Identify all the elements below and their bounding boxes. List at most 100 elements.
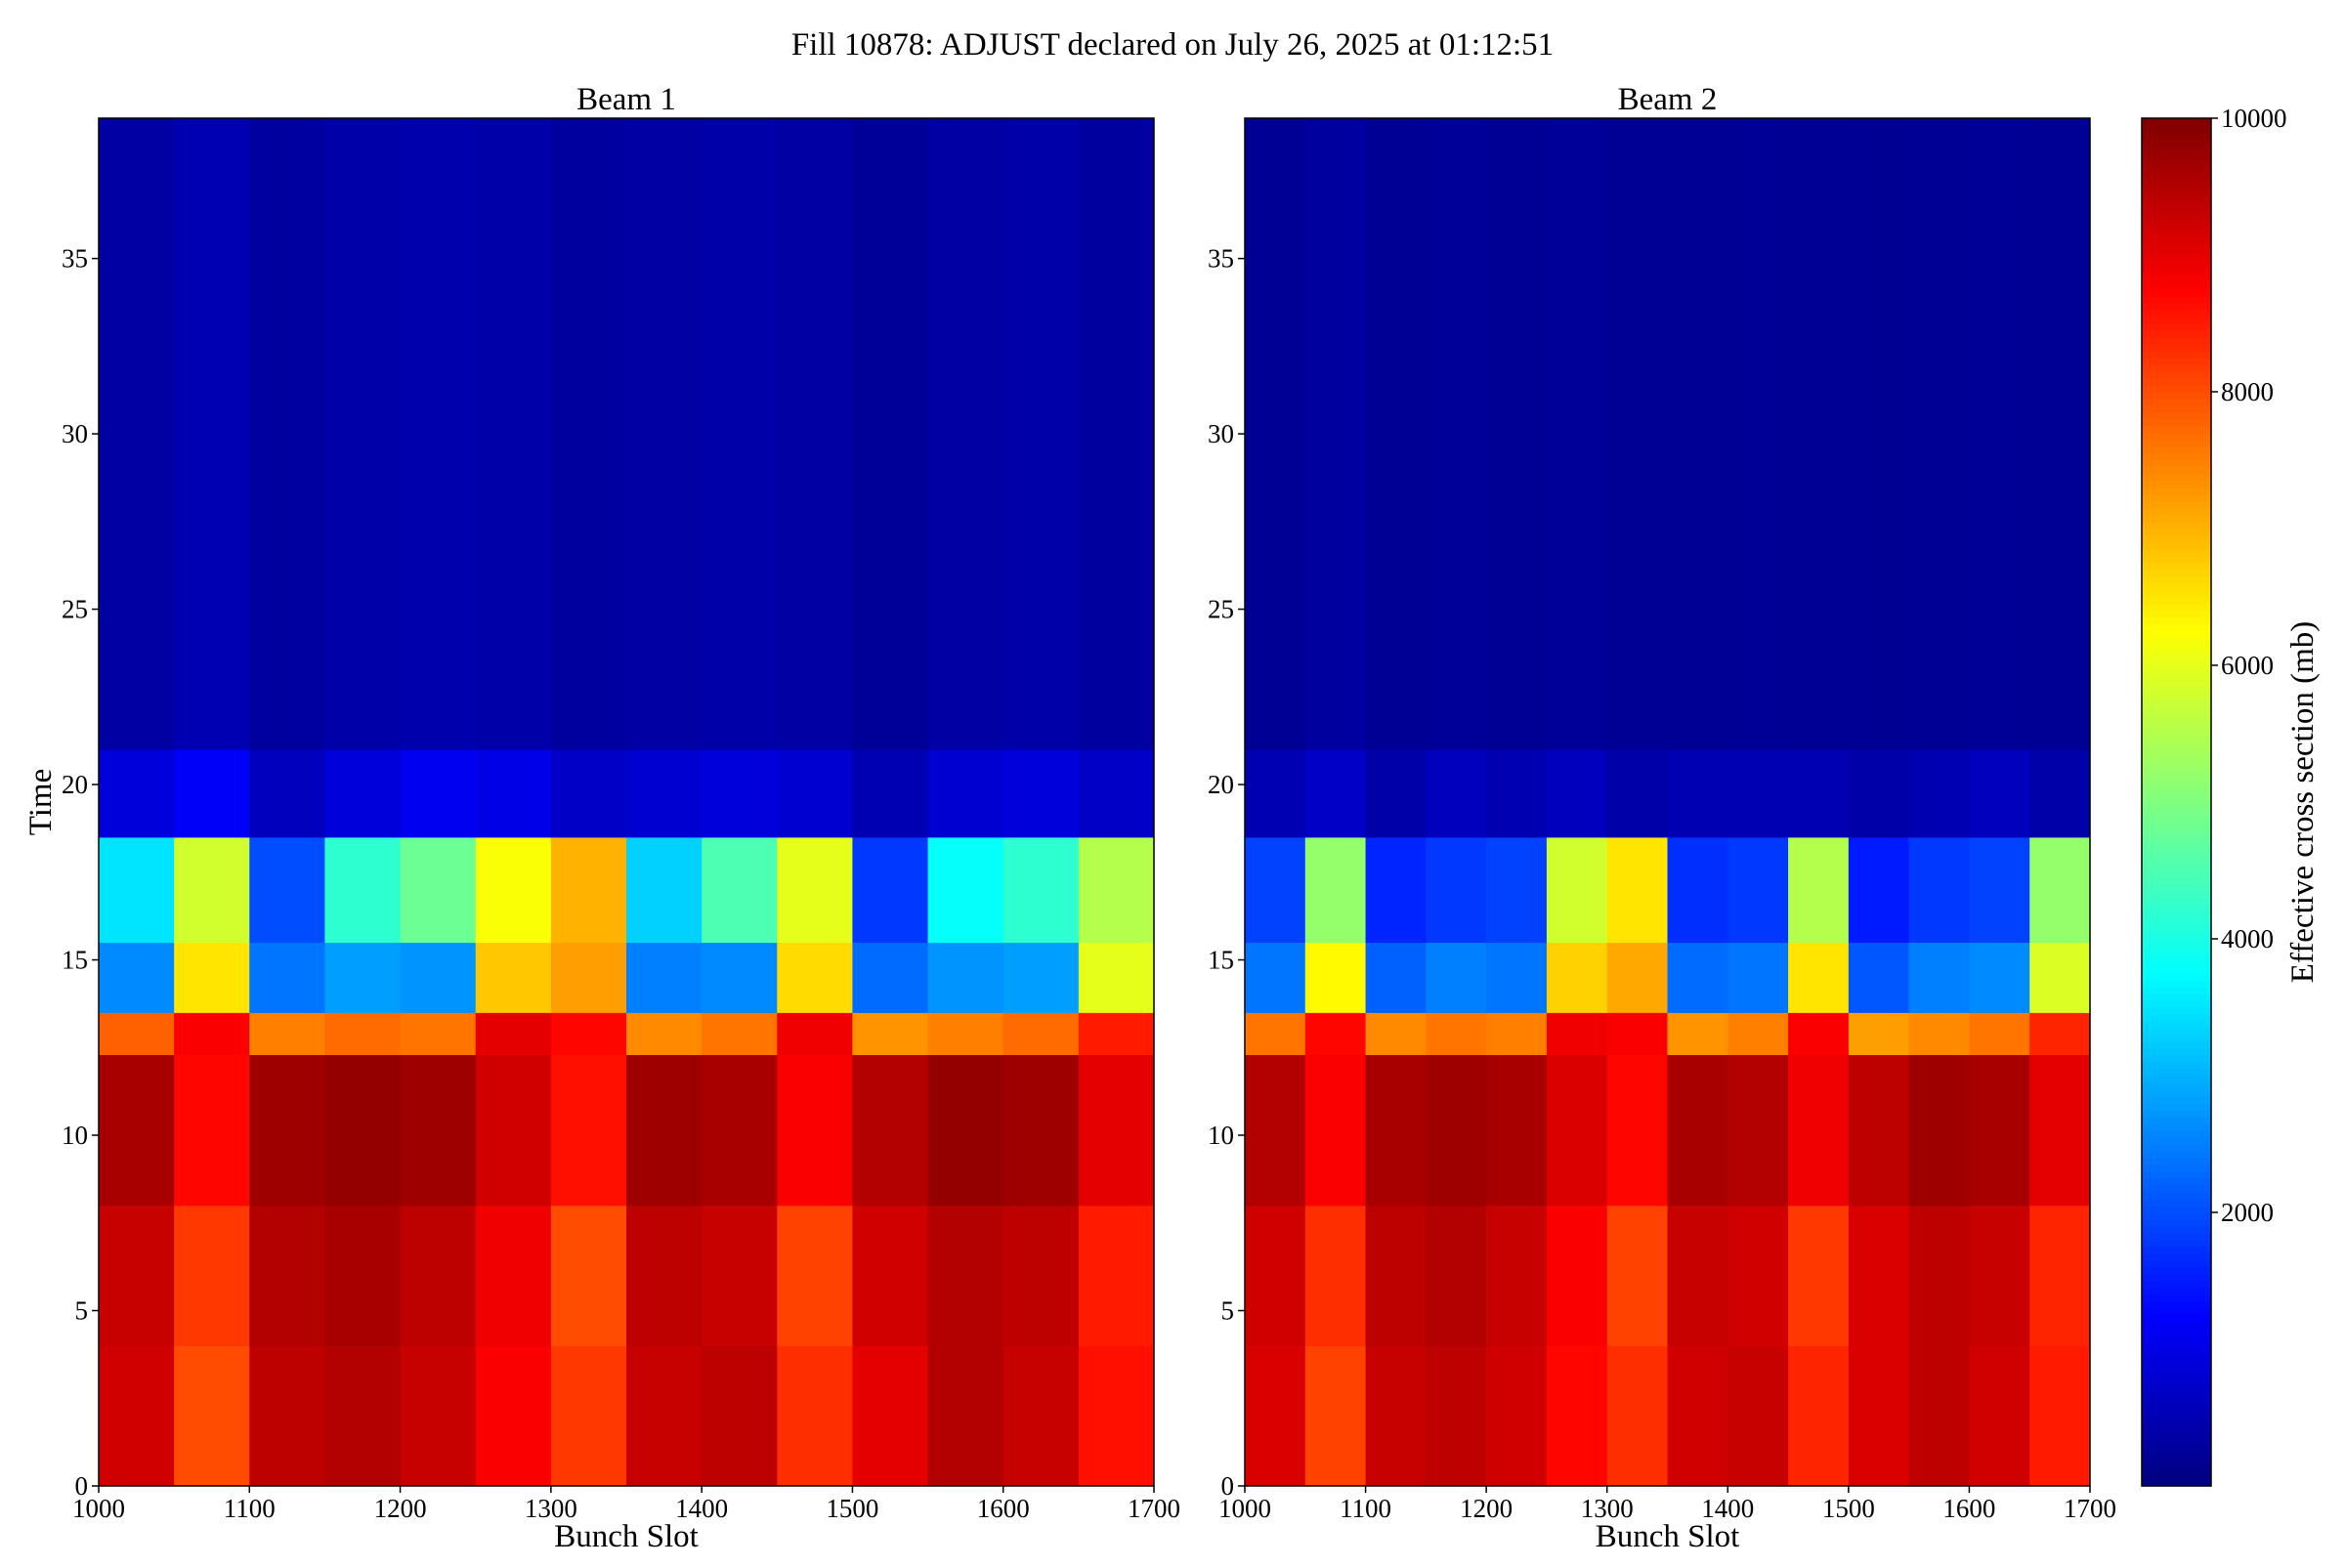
colorbar-swatch [2142, 460, 2211, 468]
y-tick-label: 35 [1208, 244, 1234, 274]
heatmap-cell [1486, 942, 1548, 1013]
heatmap-cell [1426, 1012, 1487, 1055]
heatmap-cell [475, 1012, 552, 1055]
colorbar-swatch [2142, 522, 2211, 530]
x-tick-label: 1400 [675, 1494, 728, 1523]
colorbar-swatch [2142, 358, 2211, 365]
heatmap-cell [1546, 942, 1608, 1013]
colorbar-swatch [2142, 433, 2211, 441]
colorbar-swatch [2142, 891, 2211, 899]
colorbar-swatch [2142, 645, 2211, 653]
colorbar-swatch [2142, 1069, 2211, 1077]
heatmap-cell [626, 942, 703, 1013]
colorbar-swatch [2142, 1335, 2211, 1343]
heatmap-cell [1546, 1054, 1608, 1207]
colorbar-swatch [2142, 713, 2211, 721]
heatmap-cell [852, 118, 929, 750]
colorbar-swatch [2142, 918, 2211, 926]
colorbar-swatch [2142, 1062, 2211, 1070]
heatmap-cell [1848, 1012, 1910, 1055]
heatmap-cell [777, 1345, 853, 1487]
axes-frame [1244, 117, 2091, 1487]
colorbar-swatch [2142, 399, 2211, 406]
x-axis-label: Bunch Slot [1596, 1519, 1740, 1554]
heatmap-cell [1667, 1205, 1728, 1346]
heatmap-cell [475, 1205, 552, 1346]
heatmap-cell [174, 1054, 250, 1207]
colorbar-swatch [2142, 911, 2211, 919]
heatmap-cell [1848, 836, 1910, 944]
colorbar-swatch [2142, 857, 2211, 865]
colorbar-swatch [2142, 1240, 2211, 1248]
heatmap-cell [1245, 942, 1306, 1013]
colorbar-swatch [2142, 679, 2211, 687]
heatmap-cell [1788, 942, 1850, 1013]
colorbar-swatch [2142, 1397, 2211, 1405]
heatmap-cell [1969, 1012, 2030, 1055]
x-tick-label: 1300 [1581, 1494, 1634, 1523]
colorbar-tick-label: 6000 [2221, 651, 2274, 680]
x-tick-label: 1000 [72, 1494, 125, 1523]
colorbar-swatch [2142, 1267, 2211, 1275]
heatmap-cell [1908, 836, 1970, 944]
colorbar-swatch [2142, 693, 2211, 700]
heatmap-cell [1304, 942, 1367, 1013]
colorbar-swatch [2142, 269, 2211, 276]
heatmap-cell [550, 118, 627, 750]
y-tick-label: 20 [62, 770, 88, 799]
heatmap-cell [1908, 1012, 1970, 1055]
heatmap-cell [324, 1205, 402, 1346]
figure-title: Fill 10878: ADJUST declared on July 26, … [791, 27, 1554, 63]
heatmap-cell [1486, 836, 1548, 944]
heatmap-cell [475, 836, 552, 944]
colorbar-swatch [2142, 966, 2211, 974]
heatmap-cell [550, 749, 627, 838]
heatmap-cell [702, 942, 778, 1013]
colorbar-swatch [2142, 658, 2211, 666]
colorbar-swatch [2142, 1117, 2211, 1124]
colorbar-swatch [2142, 529, 2211, 536]
heatmap-cell [852, 749, 929, 838]
heatmap-cell [1426, 1345, 1487, 1487]
colorbar-swatch [2142, 1014, 2211, 1022]
colorbar-swatch [2142, 337, 2211, 345]
colorbar-swatch [2142, 1363, 2211, 1371]
colorbar-swatch [2142, 583, 2211, 591]
colorbar-swatch [2142, 1445, 2211, 1453]
heatmap-cell [702, 1205, 778, 1346]
heatmap-cell [1667, 749, 1728, 838]
heatmap-cell [324, 942, 402, 1013]
heatmap-cell [1546, 836, 1608, 944]
colorbar-swatch [2142, 836, 2211, 844]
colorbar-swatch [2142, 453, 2211, 461]
colorbar-swatch [2142, 1411, 2211, 1419]
heatmap-cell [550, 1205, 627, 1346]
colorbar-swatch [2142, 597, 2211, 605]
colorbar-swatch [2142, 487, 2211, 495]
colorbar-swatch [2142, 1438, 2211, 1446]
x-tick-label: 1700 [2064, 1494, 2116, 1523]
heatmap-cell [1667, 1054, 1728, 1207]
heatmap-cell [852, 942, 929, 1013]
colorbar-swatch [2142, 884, 2211, 892]
x-tick-label: 1200 [1460, 1494, 1513, 1523]
heatmap-cell [1788, 749, 1850, 838]
heatmap-cell [1606, 1205, 1668, 1346]
heatmap-cell [174, 749, 250, 838]
colorbar-swatch [2142, 152, 2211, 160]
colorbar-swatch [2142, 317, 2211, 324]
heatmap-cell [702, 118, 778, 750]
heatmap-cell [626, 1345, 703, 1487]
colorbar-swatch [2142, 1322, 2211, 1330]
colorbar-swatch [2142, 761, 2211, 769]
heatmap-cell [1606, 1054, 1668, 1207]
heatmap-cell [1486, 1054, 1548, 1207]
colorbar-swatch [2142, 234, 2211, 242]
heatmap-cell [852, 1054, 929, 1207]
heatmap-cell [99, 118, 175, 750]
colorbar-swatch [2142, 1356, 2211, 1364]
colorbar-swatch [2142, 1418, 2211, 1425]
colorbar-swatch [2142, 173, 2211, 181]
colorbar-swatch [2142, 946, 2211, 954]
x-tick-label: 1100 [1340, 1494, 1391, 1523]
